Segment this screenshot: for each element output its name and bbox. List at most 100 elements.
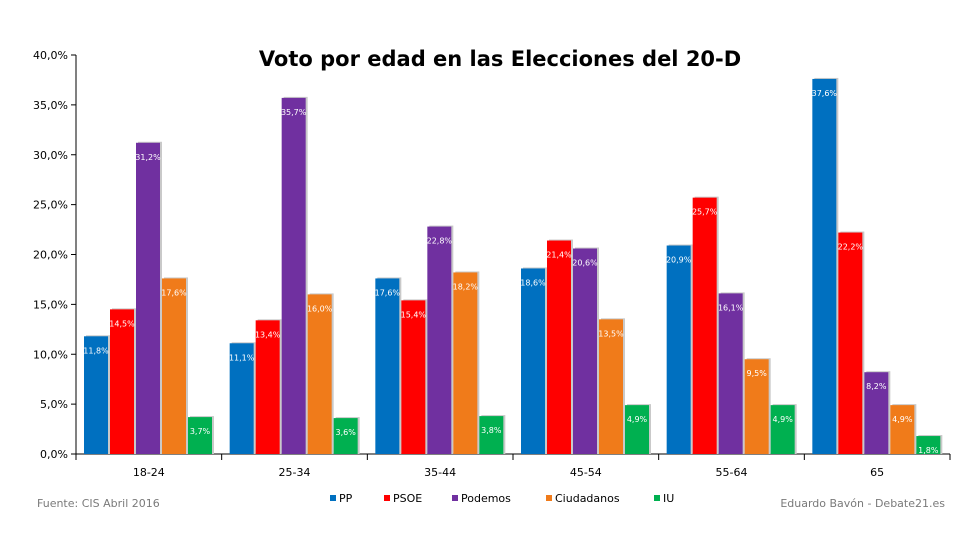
bar-fill — [188, 417, 212, 454]
bar-ciudadanos — [744, 358, 771, 454]
legend-swatch — [546, 495, 552, 501]
data-label: 18,2% — [453, 282, 479, 291]
bar-ciudadanos — [162, 277, 188, 454]
data-label: 3,6% — [336, 428, 357, 437]
data-label: 20,9% — [666, 256, 692, 265]
bar-psoe — [838, 231, 865, 454]
data-label: 4,9% — [892, 415, 913, 424]
data-label: 35,7% — [281, 108, 307, 117]
y-tick-label: 15,0% — [33, 298, 68, 311]
source-note: Fuente: CIS Abril 2016 — [37, 497, 160, 510]
data-label: 14,5% — [109, 319, 135, 328]
bar-iu — [916, 435, 943, 454]
bar-podemos — [136, 141, 162, 454]
data-label: 13,4% — [255, 330, 281, 339]
legend-item-psoe: PSOE — [384, 492, 422, 505]
bar-ciudadanos — [307, 293, 334, 454]
bar-psoe — [255, 319, 282, 454]
data-label: 1,8% — [918, 446, 939, 455]
x-axis: 18-24 25-34 35-44 45-54 55-64 65 — [75, 453, 951, 479]
legend-label: PSOE — [393, 492, 422, 505]
category-label: 18-24 — [133, 466, 165, 479]
bar-pp — [521, 267, 547, 454]
y-tick-label: 5,0% — [40, 398, 68, 411]
bar-pp — [375, 277, 402, 454]
data-label: 11,1% — [229, 353, 255, 362]
data-label: 22,2% — [838, 243, 864, 252]
y-tick-label: 25,0% — [33, 199, 68, 212]
bar-fill — [427, 226, 452, 454]
data-label: 22,8% — [427, 237, 453, 246]
legend-label: IU — [663, 492, 674, 505]
bar-fill — [718, 293, 743, 454]
bar-ciudadanos — [890, 404, 917, 454]
bar-podemos — [718, 292, 745, 454]
bar-fill — [479, 416, 504, 454]
y-tick-label: 0,0% — [40, 448, 68, 461]
legend-item-podemos: Podemos — [452, 492, 511, 505]
bar-fill — [521, 268, 545, 454]
bar-fill — [599, 319, 623, 454]
bar-pp — [229, 342, 256, 454]
data-label: 3,7% — [190, 427, 211, 436]
category-label: 45-54 — [570, 466, 602, 479]
bar-fill — [812, 78, 837, 454]
bar-iu — [625, 404, 651, 454]
legend-item-iu: IU — [654, 492, 674, 505]
bar-fill — [692, 197, 717, 454]
legend-label: PP — [339, 492, 353, 505]
chart-title: Voto por edad en las Elecciones del 20-D — [259, 47, 741, 71]
bar-pp — [812, 77, 839, 454]
data-label: 17,6% — [161, 288, 187, 297]
data-label: 25,7% — [692, 208, 718, 217]
bar-podemos — [281, 96, 308, 454]
data-label: 11,8% — [83, 346, 109, 355]
data-label: 16,0% — [307, 304, 333, 313]
legend-item-ciudadanos: Ciudadanos — [546, 492, 620, 505]
author-credit: Eduardo Bavón - Debate21.es — [780, 497, 945, 510]
data-label: 13,5% — [598, 329, 624, 338]
bar-psoe — [692, 196, 719, 454]
data-label: 18,6% — [520, 278, 546, 287]
bar-fill — [281, 97, 306, 454]
bar-fill — [84, 336, 108, 454]
bar-podemos — [864, 371, 891, 454]
bar-fill — [255, 320, 280, 454]
bar-fill — [307, 294, 332, 454]
bar-psoe — [547, 239, 573, 454]
bar-pp — [84, 335, 110, 454]
bar-fill — [162, 278, 186, 454]
legend: PP PSOE Podemos Ciudadanos IU — [330, 492, 674, 505]
legend-swatch — [654, 495, 660, 501]
category-label: 55-64 — [716, 466, 748, 479]
bar-fill — [229, 343, 254, 454]
y-tick-label: 10,0% — [33, 348, 68, 361]
bar-fill — [770, 405, 795, 454]
data-label: 3,8% — [481, 426, 502, 435]
data-label: 15,4% — [401, 310, 427, 319]
bar-fill — [375, 278, 400, 454]
bar-fill — [401, 300, 426, 454]
y-tick-label: 40,0% — [33, 49, 68, 62]
bar-psoe — [110, 308, 136, 454]
bar-iu — [479, 415, 506, 454]
category-label: 35-44 — [424, 466, 456, 479]
data-label: 16,1% — [718, 303, 744, 312]
bar-fill — [333, 418, 358, 454]
data-label: 37,6% — [812, 89, 838, 98]
bar-iu — [770, 404, 797, 454]
data-label: 21,4% — [546, 251, 572, 260]
data-labels: 11,8% 11,1% 17,6% 18,6% 20,9% 37,6% 14,5% 13,4%… — [83, 89, 939, 455]
bar-ciudadanos — [453, 271, 480, 454]
bar-fill — [838, 232, 863, 454]
data-label: 4,9% — [627, 415, 648, 424]
bar-pp — [666, 244, 693, 454]
data-label: 9,5% — [747, 369, 768, 378]
bar-fill — [453, 272, 478, 454]
bar-podemos — [427, 225, 454, 454]
category-label: 65 — [870, 466, 884, 479]
bar-fill — [625, 405, 649, 454]
legend-swatch — [384, 495, 390, 501]
data-label: 8,2% — [866, 382, 887, 391]
